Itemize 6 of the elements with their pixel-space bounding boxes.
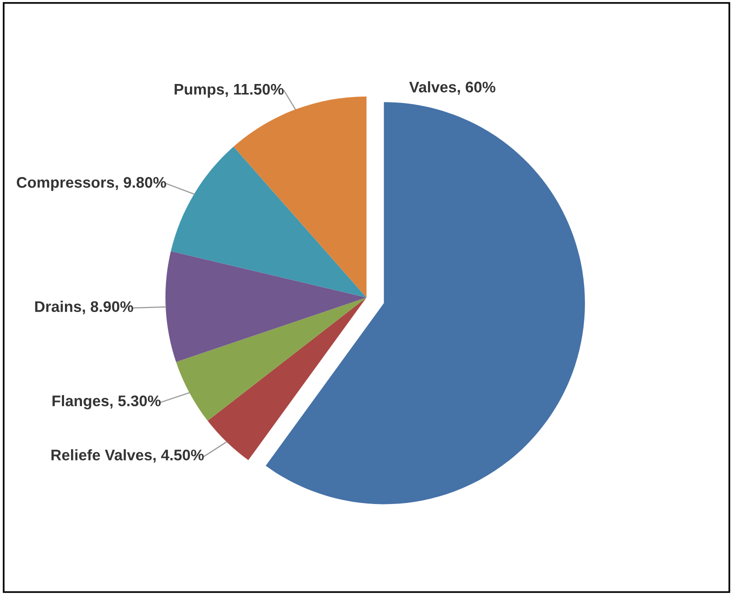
slice-label: Compressors, 9.80% [16,177,166,191]
slice-label: Reliefe Valves, 4.50% [51,449,204,463]
slice-label: Pumps, 11.50% [174,84,284,98]
slice-label: Flanges, 5.30% [52,395,161,410]
slice-label: Drains, 8.90% [35,300,134,314]
slice-label: Valves, 60% [409,81,496,95]
